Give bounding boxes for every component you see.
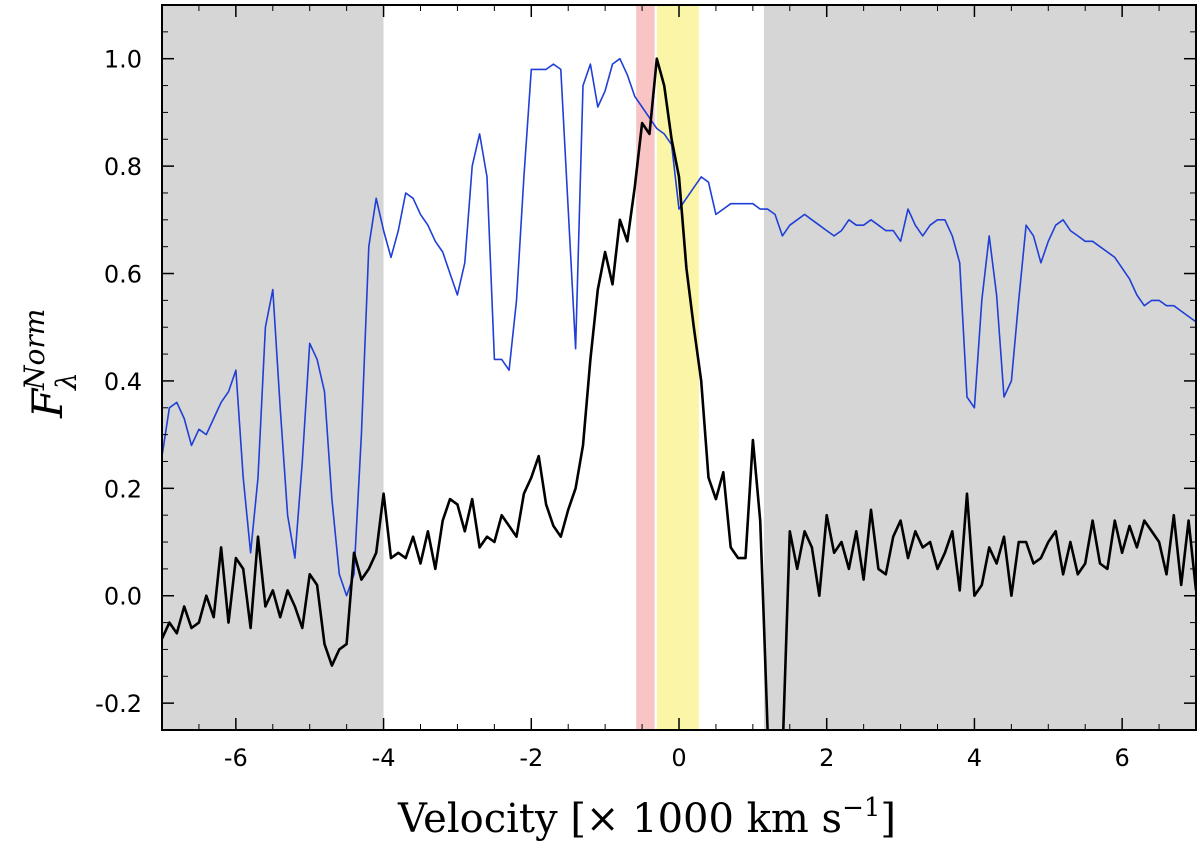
x-axis-title-main: Velocity [× 1000 km s [397,796,842,842]
y-axis-title-subscript: λ [50,372,83,391]
x-tick-label: -2 [519,744,543,772]
x-tick-label: 4 [967,744,982,772]
x-axis-title-superscript: −1 [842,793,880,823]
y-tick-label: 0.0 [104,583,142,611]
region-left-excluded [162,5,384,730]
shaded-regions [162,5,1196,730]
x-axis-title: Velocity [× 1000 km s−1] [397,793,896,842]
y-axis-title-main: F [23,387,72,419]
y-tick-label: -0.2 [95,690,142,718]
region-right-excluded [763,5,1196,730]
y-tick-label: 0.4 [104,368,142,396]
y-axis-title: F Norm λ [18,309,83,419]
region-red-band [636,5,655,730]
data-series [162,57,1196,730]
x-axis-ticks: -6 -4 -2 0 2 4 6 [161,5,1197,772]
x-tick-label: -6 [224,744,248,772]
x-tick-label: 0 [671,744,686,772]
y-axis-ticks: -0.2 0.0 0.2 0.4 0.6 0.8 1.0 [95,4,1196,731]
region-yellow-band [656,5,699,730]
y-axis-title-superscript: Norm [18,309,51,391]
x-axis-title-close: ] [880,796,896,842]
series-line-black-spectrum [162,57,1196,730]
y-tick-label: 0.2 [104,475,142,503]
x-tick-label: 2 [819,744,834,772]
x-tick-label: 6 [1115,744,1130,772]
y-tick-label: 0.6 [104,261,142,289]
series-line-blue-spectrum [162,57,1196,597]
x-tick-label: -4 [372,744,396,772]
y-tick-label: 1.0 [104,46,142,74]
y-tick-label: 0.8 [104,153,142,181]
